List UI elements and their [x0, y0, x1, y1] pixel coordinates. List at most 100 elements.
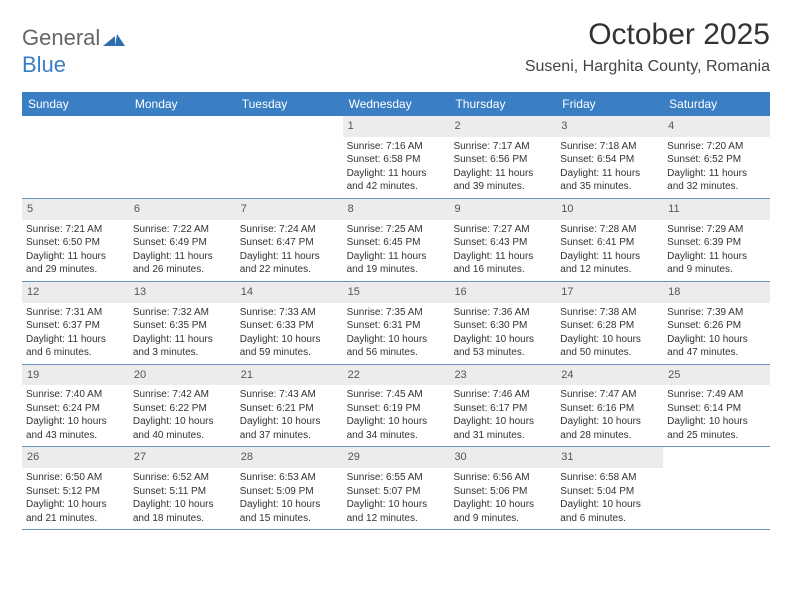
calendar-day: 21Sunrise: 7:43 AMSunset: 6:21 PMDayligh…	[236, 365, 343, 447]
day-number: 1	[343, 116, 450, 137]
sunrise-text: Sunrise: 7:42 AM	[133, 388, 232, 402]
logo-text-2: Blue	[22, 52, 66, 78]
sunrise-text: Sunrise: 7:38 AM	[560, 306, 659, 320]
sunset-text: Sunset: 6:16 PM	[560, 402, 659, 416]
sunrise-text: Sunrise: 6:50 AM	[26, 471, 125, 485]
day-number: 5	[22, 199, 129, 220]
weekday-label: Sunday	[22, 92, 129, 116]
sunrise-text: Sunrise: 6:53 AM	[240, 471, 339, 485]
calendar-day: 28Sunrise: 6:53 AMSunset: 5:09 PMDayligh…	[236, 447, 343, 529]
day-number: 20	[129, 365, 236, 386]
day-number: 12	[22, 282, 129, 303]
daylight-text: Daylight: 10 hours and 56 minutes.	[347, 333, 446, 360]
day-number: 3	[556, 116, 663, 137]
day-number: 31	[556, 447, 663, 468]
sunset-text: Sunset: 6:58 PM	[347, 153, 446, 167]
calendar-day: 1Sunrise: 7:16 AMSunset: 6:58 PMDaylight…	[343, 116, 450, 198]
sunset-text: Sunset: 6:28 PM	[560, 319, 659, 333]
weekday-label: Thursday	[449, 92, 556, 116]
daylight-text: Daylight: 10 hours and 28 minutes.	[560, 415, 659, 442]
daylight-text: Daylight: 10 hours and 50 minutes.	[560, 333, 659, 360]
day-number: 10	[556, 199, 663, 220]
sunset-text: Sunset: 5:07 PM	[347, 485, 446, 499]
sunset-text: Sunset: 5:06 PM	[453, 485, 552, 499]
sunset-text: Sunset: 6:35 PM	[133, 319, 232, 333]
calendar-day: 22Sunrise: 7:45 AMSunset: 6:19 PMDayligh…	[343, 365, 450, 447]
daylight-text: Daylight: 10 hours and 18 minutes.	[133, 498, 232, 525]
sunrise-text: Sunrise: 7:33 AM	[240, 306, 339, 320]
sunrise-text: Sunrise: 7:35 AM	[347, 306, 446, 320]
sunrise-text: Sunrise: 7:45 AM	[347, 388, 446, 402]
day-number: 26	[22, 447, 129, 468]
sunrise-text: Sunrise: 7:22 AM	[133, 223, 232, 237]
calendar-week: 26Sunrise: 6:50 AMSunset: 5:12 PMDayligh…	[22, 447, 770, 530]
calendar-day: 8Sunrise: 7:25 AMSunset: 6:45 PMDaylight…	[343, 199, 450, 281]
daylight-text: Daylight: 11 hours and 39 minutes.	[453, 167, 552, 194]
sunset-text: Sunset: 6:50 PM	[26, 236, 125, 250]
sunset-text: Sunset: 6:39 PM	[667, 236, 766, 250]
calendar-day: 3Sunrise: 7:18 AMSunset: 6:54 PMDaylight…	[556, 116, 663, 198]
sunrise-text: Sunrise: 6:58 AM	[560, 471, 659, 485]
sunset-text: Sunset: 5:04 PM	[560, 485, 659, 499]
weekday-header: Sunday Monday Tuesday Wednesday Thursday…	[22, 92, 770, 116]
sunset-text: Sunset: 6:47 PM	[240, 236, 339, 250]
daylight-text: Daylight: 10 hours and 34 minutes.	[347, 415, 446, 442]
sunrise-text: Sunrise: 7:25 AM	[347, 223, 446, 237]
daylight-text: Daylight: 11 hours and 9 minutes.	[667, 250, 766, 277]
day-number: 15	[343, 282, 450, 303]
day-number: 13	[129, 282, 236, 303]
calendar-day: .	[236, 116, 343, 198]
day-number: 25	[663, 365, 770, 386]
sunrise-text: Sunrise: 7:39 AM	[667, 306, 766, 320]
calendar-week: 12Sunrise: 7:31 AMSunset: 6:37 PMDayligh…	[22, 282, 770, 365]
sunset-text: Sunset: 6:31 PM	[347, 319, 446, 333]
daylight-text: Daylight: 10 hours and 31 minutes.	[453, 415, 552, 442]
day-number: 21	[236, 365, 343, 386]
sunset-text: Sunset: 6:22 PM	[133, 402, 232, 416]
daylight-text: Daylight: 11 hours and 16 minutes.	[453, 250, 552, 277]
calendar-day: 9Sunrise: 7:27 AMSunset: 6:43 PMDaylight…	[449, 199, 556, 281]
day-number: 17	[556, 282, 663, 303]
sunrise-text: Sunrise: 7:29 AM	[667, 223, 766, 237]
calendar-day: 11Sunrise: 7:29 AMSunset: 6:39 PMDayligh…	[663, 199, 770, 281]
calendar-day: .	[22, 116, 129, 198]
daylight-text: Daylight: 11 hours and 12 minutes.	[560, 250, 659, 277]
daylight-text: Daylight: 10 hours and 53 minutes.	[453, 333, 552, 360]
calendar-day: .	[129, 116, 236, 198]
sunset-text: Sunset: 6:24 PM	[26, 402, 125, 416]
calendar-day: 4Sunrise: 7:20 AMSunset: 6:52 PMDaylight…	[663, 116, 770, 198]
day-number: 23	[449, 365, 556, 386]
weekday-label: Monday	[129, 92, 236, 116]
sunset-text: Sunset: 5:11 PM	[133, 485, 232, 499]
sunrise-text: Sunrise: 6:56 AM	[453, 471, 552, 485]
sunrise-text: Sunrise: 7:36 AM	[453, 306, 552, 320]
calendar-day: .	[663, 447, 770, 529]
calendar-day: 19Sunrise: 7:40 AMSunset: 6:24 PMDayligh…	[22, 365, 129, 447]
daylight-text: Daylight: 11 hours and 32 minutes.	[667, 167, 766, 194]
day-number: 18	[663, 282, 770, 303]
calendar-day: 20Sunrise: 7:42 AMSunset: 6:22 PMDayligh…	[129, 365, 236, 447]
daylight-text: Daylight: 11 hours and 22 minutes.	[240, 250, 339, 277]
daylight-text: Daylight: 11 hours and 19 minutes.	[347, 250, 446, 277]
calendar-week: 5 Sunrise: 7:21 AMSunset: 6:50 PM Daylight…	[22, 199, 770, 282]
day-number: 7	[236, 199, 343, 220]
day-number: 27	[129, 447, 236, 468]
sunrise-text: Sunrise: 7:20 AM	[667, 140, 766, 154]
daylight-text: Daylight: 10 hours and 25 minutes.	[667, 415, 766, 442]
calendar-day: 29Sunrise: 6:55 AMSunset: 5:07 PMDayligh…	[343, 447, 450, 529]
daylight-text: Daylight: 11 hours and 3 minutes.	[133, 333, 232, 360]
calendar-day: 12Sunrise: 7:31 AMSunset: 6:37 PMDayligh…	[22, 282, 129, 364]
day-number: 29	[343, 447, 450, 468]
calendar-day: 7Sunrise: 7:24 AMSunset: 6:47 PMDaylight…	[236, 199, 343, 281]
logo: General	[22, 24, 125, 52]
calendar-day: 18Sunrise: 7:39 AMSunset: 6:26 PMDayligh…	[663, 282, 770, 364]
sunrise-text: Sunrise: 7:49 AM	[667, 388, 766, 402]
sunrise-text: Sunrise: 7:21 AM	[26, 223, 125, 237]
daylight-text: Daylight: 11 hours and 42 minutes.	[347, 167, 446, 194]
sunset-text: Sunset: 5:09 PM	[240, 485, 339, 499]
daylight-text: Daylight: 11 hours and 35 minutes.	[560, 167, 659, 194]
sunrise-text: Sunrise: 7:47 AM	[560, 388, 659, 402]
calendar-day: 30Sunrise: 6:56 AMSunset: 5:06 PMDayligh…	[449, 447, 556, 529]
daylight-text: Daylight: 11 hours and 6 minutes.	[26, 333, 125, 360]
sunrise-text: Sunrise: 6:55 AM	[347, 471, 446, 485]
